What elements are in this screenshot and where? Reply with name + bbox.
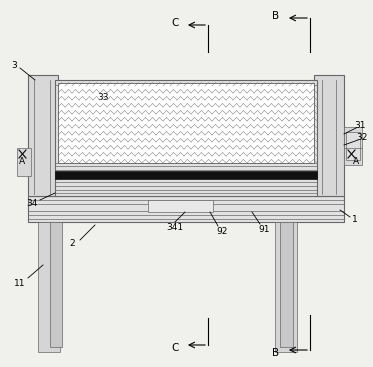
Bar [58,83,314,163]
Text: 31: 31 [354,120,366,130]
Text: 2: 2 [69,240,75,248]
Text: 33: 33 [97,92,109,102]
Text: C: C [171,18,179,28]
Text: 34: 34 [26,199,38,207]
Bar [275,222,297,352]
Text: B: B [272,11,279,21]
Text: 11: 11 [14,280,26,288]
Bar [28,75,58,196]
Text: 1: 1 [352,215,358,225]
Text: A: A [19,157,25,167]
Bar [55,171,317,179]
Bar [344,127,362,165]
Bar [314,75,344,196]
Bar [58,83,314,163]
Bar [346,132,360,160]
Bar [17,148,31,176]
Bar [28,196,344,222]
Bar [38,222,60,352]
Bar [280,222,293,347]
Text: 92: 92 [216,228,228,236]
Text: B: B [272,348,279,358]
Text: 91: 91 [258,225,270,235]
Text: C: C [171,343,179,353]
Text: 3: 3 [11,61,17,69]
Bar [55,80,317,196]
Text: 341: 341 [166,224,184,233]
Text: A: A [353,157,359,167]
Bar [148,200,213,212]
Bar [50,222,62,347]
Text: 32: 32 [356,132,368,142]
